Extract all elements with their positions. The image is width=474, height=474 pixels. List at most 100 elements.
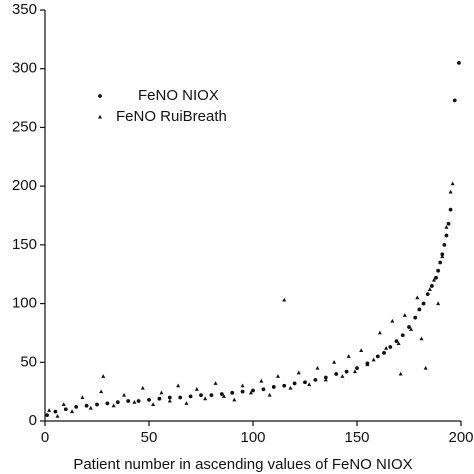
point [70, 409, 75, 414]
point [292, 381, 297, 386]
point [384, 345, 389, 350]
point [296, 370, 301, 375]
point [151, 402, 156, 407]
point [63, 407, 68, 412]
point [95, 402, 99, 407]
point [61, 402, 66, 407]
point [444, 224, 449, 229]
point [419, 336, 424, 341]
point [267, 392, 272, 397]
point [442, 242, 447, 247]
point [136, 399, 141, 403]
point [275, 374, 280, 378]
y-tick-label: 0 [29, 412, 37, 429]
x-tick-label: 0 [41, 429, 49, 446]
point [105, 401, 110, 406]
point [448, 189, 453, 194]
point [288, 385, 293, 390]
point [423, 365, 428, 370]
point [394, 339, 399, 344]
x-tick-label: 100 [240, 429, 265, 446]
point [440, 254, 445, 259]
point [99, 389, 104, 394]
point [232, 397, 237, 402]
point [323, 377, 328, 382]
point [323, 375, 328, 380]
point [434, 275, 438, 280]
point [398, 371, 403, 376]
point [88, 405, 93, 410]
x-tick-label: 50 [141, 429, 158, 446]
point [365, 362, 370, 367]
legend-marker [98, 114, 102, 119]
point [199, 393, 203, 398]
y-tick-label: 200 [12, 177, 37, 194]
point [45, 413, 49, 418]
point [240, 383, 245, 388]
point [203, 396, 208, 401]
point [313, 378, 318, 382]
point [282, 297, 287, 302]
point [390, 318, 395, 323]
point [377, 330, 382, 335]
point [315, 365, 320, 370]
point [188, 394, 193, 399]
point [80, 395, 85, 400]
point [457, 60, 461, 65]
point [332, 359, 337, 364]
point [167, 398, 172, 403]
point [425, 292, 430, 297]
point [147, 397, 151, 402]
point [240, 389, 245, 394]
point [440, 252, 445, 257]
point [359, 348, 364, 353]
point [388, 345, 393, 349]
point [429, 284, 434, 288]
x-tick-label: 200 [448, 429, 473, 446]
point [178, 395, 183, 400]
point [355, 366, 359, 371]
point [450, 181, 455, 186]
point [415, 295, 420, 300]
point [213, 381, 218, 385]
point [382, 350, 386, 355]
y-tick-label: 150 [12, 236, 37, 253]
point [115, 400, 120, 405]
point [402, 313, 407, 317]
point [303, 380, 307, 385]
y-tick-label: 250 [12, 118, 37, 135]
point [126, 399, 131, 403]
point [184, 401, 189, 405]
point [334, 372, 339, 376]
point [452, 98, 457, 103]
legend-marker [98, 94, 102, 98]
point [157, 396, 162, 401]
point [167, 395, 172, 400]
point [371, 357, 376, 362]
point [209, 393, 214, 398]
point [438, 260, 443, 265]
point [248, 390, 253, 395]
y-tick-label: 100 [12, 295, 37, 312]
point [261, 387, 266, 392]
x-tick-label: 150 [344, 429, 369, 446]
point [421, 301, 426, 306]
point [396, 341, 401, 345]
point [176, 383, 181, 388]
point [221, 394, 226, 398]
y-tick-label: 50 [20, 353, 37, 370]
point [194, 386, 199, 391]
point [413, 315, 418, 320]
point [132, 399, 137, 404]
point [417, 307, 422, 312]
point [346, 354, 351, 358]
legend-label: FeNO NIOX [138, 87, 219, 104]
point [159, 390, 164, 395]
point [111, 403, 116, 408]
point [448, 207, 453, 212]
point [344, 369, 349, 374]
point [427, 287, 432, 291]
point [219, 392, 224, 396]
point [230, 390, 235, 395]
